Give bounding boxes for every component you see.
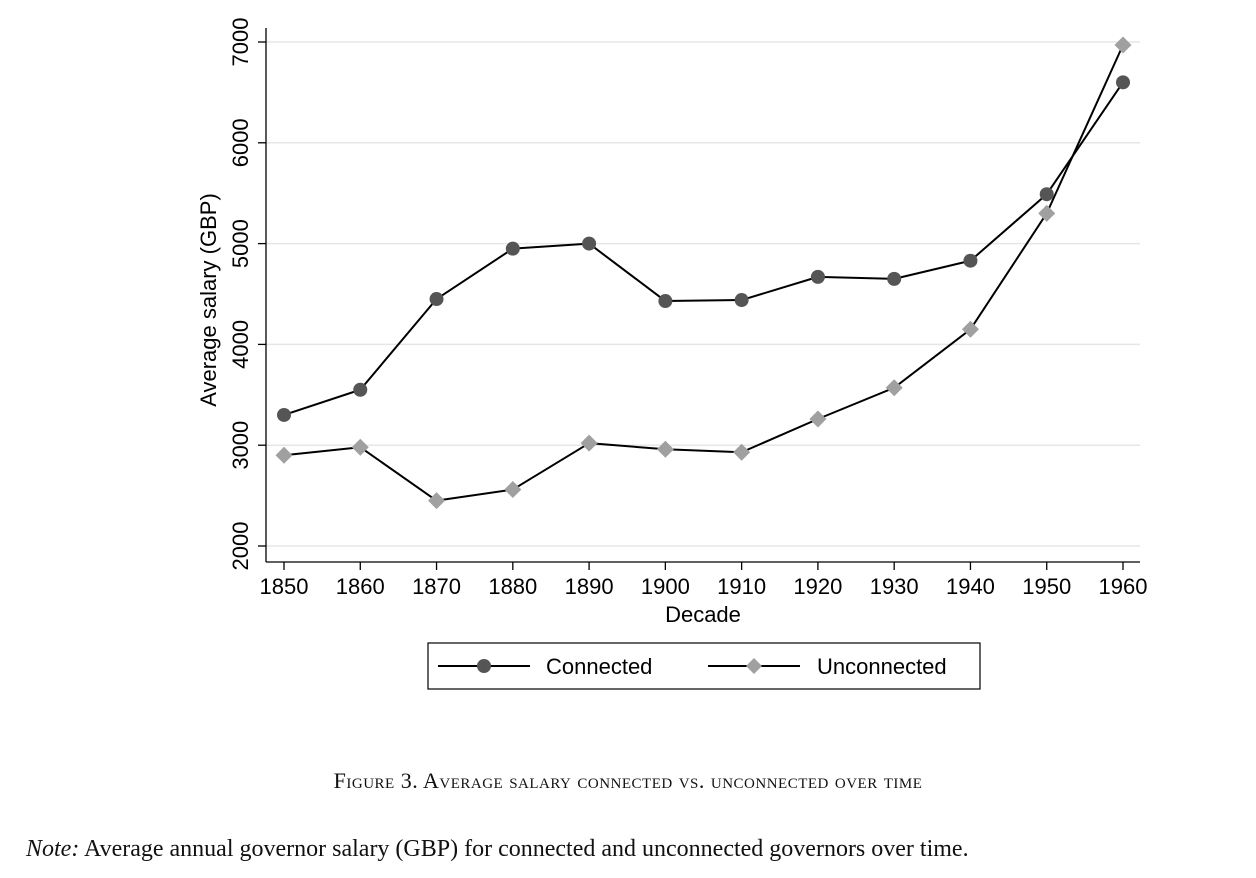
legend: Connected Unconnected — [427, 642, 981, 690]
y-tick-label: 2000 — [228, 522, 253, 571]
y-tick-label: 3000 — [228, 421, 253, 470]
legend-unconnected-label: Unconnected — [817, 654, 947, 679]
series-line-unconnected — [283, 44, 1124, 502]
point-unconnected-1900 — [656, 440, 674, 458]
figure-note: Note: Average annual governor salary (GB… — [26, 836, 969, 863]
point-unconnected-1870 — [428, 492, 446, 510]
x-tick-label: 1890 — [565, 574, 614, 599]
y-axis-title: Average salary (GBP) — [196, 193, 221, 407]
note-text: Average annual governor salary (GBP) for… — [84, 836, 969, 862]
x-axis-title: Decade — [665, 602, 741, 627]
x-tick-label: 1950 — [1022, 574, 1071, 599]
series-markers — [275, 36, 1132, 510]
point-connected-1870 — [429, 292, 444, 307]
x-tick-label: 1870 — [412, 574, 461, 599]
point-connected-1900 — [658, 294, 673, 309]
axis-labels: Decade Average salary (GBP) — [196, 193, 741, 627]
point-unconnected-1850 — [275, 446, 293, 464]
x-tick-label: 1930 — [870, 574, 919, 599]
point-unconnected-1880 — [504, 481, 522, 499]
point-connected-1930 — [887, 271, 902, 286]
note-label: Note: — [26, 836, 80, 862]
x-tick-label: 1940 — [946, 574, 995, 599]
y-tick-label: 6000 — [228, 118, 253, 167]
x-tick-label: 1920 — [793, 574, 842, 599]
point-unconnected-1920 — [809, 410, 827, 428]
point-connected-1950 — [1039, 187, 1054, 202]
y-tick-label: 4000 — [228, 320, 253, 369]
x-tick-label: 1900 — [641, 574, 690, 599]
point-connected-1910 — [734, 293, 749, 308]
point-unconnected-1910 — [733, 443, 751, 461]
series-lines — [283, 44, 1124, 502]
grid-lines — [266, 41, 1140, 547]
x-tick-label: 1850 — [260, 574, 309, 599]
legend-connected-marker — [477, 659, 491, 673]
point-connected-1850 — [277, 407, 291, 422]
point-unconnected-1890 — [580, 434, 598, 452]
point-unconnected-1960 — [1114, 36, 1132, 54]
x-tick-label: 1860 — [336, 574, 385, 599]
legend-connected-label: Connected — [546, 654, 652, 679]
axes: 2000 3000 4000 5000 6000 7000 1850 1860 1870 1880… — [228, 18, 1147, 599]
point-connected-1960 — [1116, 75, 1130, 90]
x-tick-label: 1880 — [488, 574, 537, 599]
point-connected-1920 — [810, 269, 825, 284]
point-unconnected-1930 — [885, 379, 903, 397]
point-connected-1860 — [353, 382, 368, 397]
point-connected-1940 — [963, 253, 978, 268]
point-unconnected-1940 — [961, 320, 979, 338]
point-unconnected-1950 — [1038, 204, 1056, 222]
point-unconnected-1860 — [351, 438, 369, 456]
x-tick-label: 1910 — [717, 574, 766, 599]
line-chart: 2000 3000 4000 5000 6000 7000 1850 1860 1870 1880… — [196, 18, 1147, 690]
point-connected-1880 — [505, 241, 520, 256]
series-line-connected — [283, 81, 1124, 416]
legend-unconnected-marker — [746, 658, 762, 674]
point-connected-1890 — [582, 236, 597, 251]
figure-caption: Figure 3. Average salary connected vs. u… — [333, 768, 923, 793]
y-tick-label: 7000 — [228, 18, 253, 67]
x-tick-label: 1960 — [1099, 574, 1148, 599]
y-tick-label: 5000 — [228, 219, 253, 268]
